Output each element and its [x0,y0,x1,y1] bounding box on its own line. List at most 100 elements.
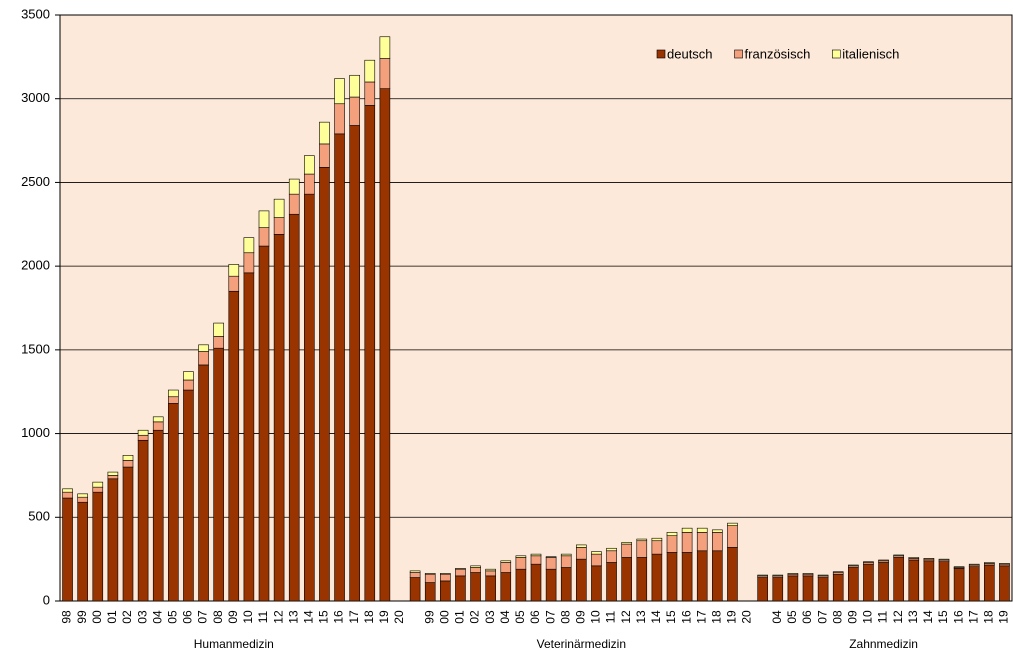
bar-segment [606,562,617,602]
bar-segment [455,568,466,570]
bar-segment [319,143,330,168]
bar-segment [243,272,255,602]
bar-segment [152,429,164,602]
bar-segment [334,103,345,135]
x-tick-label: 08 [830,610,844,624]
legend-label: französisch [745,46,811,61]
bar-segment [757,577,768,602]
bar-segment [560,553,572,557]
bar-segment [696,527,708,533]
bar-segment [424,573,436,575]
bar-segment [470,572,481,602]
bar-segment [576,544,587,548]
bar-segment [832,571,844,573]
bar-segment [198,364,209,602]
bar-segment [515,555,527,558]
bar-segment [500,562,512,573]
bar-segment [107,478,119,602]
bar-segment [621,543,632,558]
bar-segment [923,558,935,560]
bar-segment [379,36,391,59]
bar-segment [258,245,270,602]
x-tick-label: 15 [317,610,331,624]
x-tick-label: 17 [694,610,708,624]
bar-segment [77,496,88,503]
bar-segment [92,481,104,488]
bar-segment [440,580,451,602]
x-tick-label: 04 [498,610,512,624]
bar-segment [515,568,527,602]
x-tick-label: 16 [951,610,965,624]
bar-segment [228,264,240,277]
bar-segment [560,555,572,568]
bar-segment [364,81,376,106]
x-tick-label: 19 [377,610,391,624]
bar-segment [727,525,738,548]
bar-segment [681,532,693,553]
bar-segment [863,563,874,602]
bar-segment [666,532,678,537]
x-tick-label: 15 [664,610,678,624]
x-tick-label: 14 [649,610,663,624]
bar-segment [968,563,980,566]
x-tick-label: 09 [226,610,240,624]
bar-segment [999,563,1010,565]
x-tick-label: 11 [604,610,618,623]
x-tick-label: 99 [75,610,89,624]
bar-segment [304,193,315,602]
bar-segment [273,217,285,235]
x-tick-label: 16 [332,610,346,624]
bar-segment [258,227,270,247]
bar-segment [545,556,557,558]
bar-segment [183,389,194,602]
bar-segment [953,568,965,602]
bar-segment [817,574,829,577]
bar-segment [213,322,224,337]
bar-segment [77,493,88,498]
bar-segment [107,471,119,476]
bar-segment [62,488,73,493]
legend-label: deutsch [667,46,713,61]
bar-segment [772,577,784,602]
bar-segment [470,565,481,568]
bar-segment [183,379,194,391]
x-tick-label: 11 [876,610,890,623]
bar-segment [137,429,149,436]
bar-segment [455,568,466,577]
bar-segment [832,573,844,602]
bar-segment [228,275,240,292]
bar-segment [152,421,164,431]
bar-segment [213,336,224,349]
y-tick-label: 1000 [21,425,50,440]
bar-segment [984,564,995,602]
bar-segment [379,58,391,89]
x-tick-label: 05 [785,610,799,624]
bar-segment [545,568,557,602]
bar-segment [696,532,708,552]
x-tick-label: 06 [800,610,814,624]
legend-label: italienisch [842,46,899,61]
x-tick-label: 06 [528,610,542,624]
x-tick-label: 10 [589,610,603,624]
bar-segment [304,173,315,195]
bar-segment [304,155,315,175]
bar-segment [878,559,889,562]
bar-segment [787,573,799,575]
x-tick-label: 13 [286,610,300,624]
bar-segment [92,486,104,493]
bar-segment [92,491,104,602]
bar-segment [213,347,224,602]
bar-segment [923,560,935,602]
bar-segment [545,557,557,570]
bar-segment [938,558,950,561]
bar-segment [908,559,920,602]
bar-segment [696,550,708,602]
bar-segment [440,573,451,582]
bar-segment [379,88,391,602]
bar-segment [802,573,814,575]
y-tick-label: 500 [28,509,50,524]
bar-segment [908,557,920,559]
x-tick-label: 17 [966,610,980,624]
bar-segment [122,455,134,461]
